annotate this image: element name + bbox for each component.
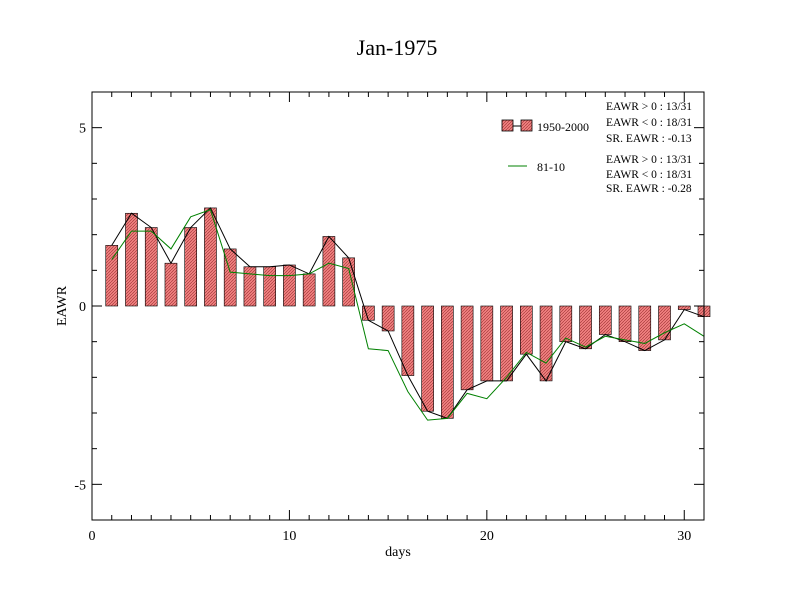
bar bbox=[125, 212, 138, 307]
bar bbox=[598, 305, 612, 335]
bar bbox=[342, 257, 355, 307]
bar bbox=[283, 264, 296, 307]
bar bbox=[421, 305, 434, 412]
bar bbox=[579, 305, 592, 350]
series-line-1950-2000 bbox=[111, 207, 705, 419]
y-tick-label: -5 bbox=[74, 478, 86, 493]
bar bbox=[520, 305, 533, 355]
x-axis-ticks: 0 10 20 30 bbox=[89, 92, 705, 544]
bar bbox=[184, 227, 198, 307]
bar bbox=[539, 305, 553, 382]
x-tick-label: 0 bbox=[89, 529, 96, 544]
chart-title: Jan-1975 bbox=[357, 35, 438, 60]
y-tick-label: 0 bbox=[79, 300, 86, 315]
stats-text: EAWR < 0 : 18/31 bbox=[606, 169, 692, 181]
x-tick-label: 10 bbox=[282, 529, 296, 544]
bar bbox=[243, 266, 257, 307]
bar bbox=[263, 266, 276, 307]
stats-text: SR. EAWR : -0.28 bbox=[606, 183, 692, 195]
y-axis-label: EAWR bbox=[55, 285, 70, 326]
x-tick-label: 30 bbox=[677, 529, 691, 544]
bar bbox=[618, 305, 632, 342]
bar bbox=[164, 262, 178, 307]
bar bbox=[302, 273, 316, 307]
bar bbox=[559, 305, 573, 342]
stats-text: EAWR < 0 : 18/31 bbox=[606, 117, 692, 129]
bar bbox=[105, 245, 119, 307]
stats-text: SR. EAWR : -0.13 bbox=[606, 133, 692, 145]
series-line-81-10 bbox=[111, 209, 705, 421]
bar bbox=[322, 236, 336, 307]
stats-text: EAWR > 0 : 13/31 bbox=[606, 154, 692, 166]
legend-swatch-bars-left bbox=[501, 119, 514, 132]
bar bbox=[677, 305, 691, 310]
line-layer bbox=[111, 207, 705, 421]
legend-label-line: 81-10 bbox=[537, 160, 565, 174]
y-axis-ticks: -5 0 5 bbox=[74, 91, 704, 521]
legend-swatch-bars-right bbox=[520, 119, 533, 132]
stats-text: EAWR > 0 : 13/31 bbox=[606, 101, 692, 113]
bar bbox=[500, 305, 513, 382]
bar bbox=[480, 305, 494, 382]
bar-series bbox=[105, 207, 711, 419]
bar bbox=[441, 305, 454, 419]
legend-label-bars: 1950-2000 bbox=[537, 120, 589, 134]
bar bbox=[144, 227, 158, 307]
bar bbox=[381, 305, 395, 332]
bar bbox=[460, 305, 474, 391]
x-tick-label: 20 bbox=[480, 529, 494, 544]
legend: 1950-2000 81-10 EAWR > 0 : 13/31 EAWR < … bbox=[501, 101, 692, 195]
x-axis-label: days bbox=[385, 545, 411, 560]
y-tick-label: 5 bbox=[79, 122, 86, 137]
